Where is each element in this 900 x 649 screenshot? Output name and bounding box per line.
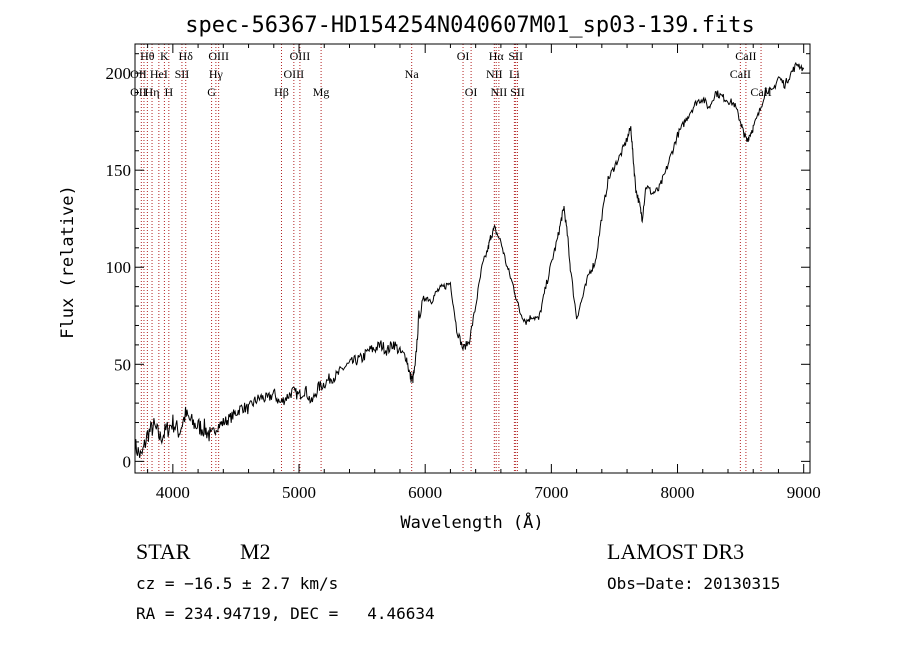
spectral-line-label: OIII: [290, 49, 311, 63]
spectral-line-label: G: [207, 85, 216, 99]
spectral-line-label: OI: [457, 49, 470, 63]
x-axis-label: Wavelength (Å): [400, 511, 543, 533]
spectral-line-label: OIII: [208, 49, 229, 63]
x-tick-label: 9000: [787, 483, 821, 502]
spectral-line-label: Li: [509, 67, 520, 81]
y-axis-ticks: 0 50 100 150 200: [106, 53, 810, 471]
x-tick-label: 6000: [408, 483, 442, 502]
spectrum-line: [134, 61, 805, 458]
coordinates: RA = 234.94719, DEC = 4.46634: [136, 604, 435, 623]
spectral-line-label: H: [164, 85, 173, 99]
x-tick-label: 5000: [282, 483, 316, 502]
spectral-line-label: Hγ: [209, 67, 224, 81]
y-tick-label: 150: [106, 161, 132, 180]
y-tick-label: 100: [106, 258, 132, 277]
spectral-line-label: SII: [510, 85, 525, 99]
spectral-line-label: K: [160, 49, 169, 63]
spectral-line-label: NII: [491, 85, 508, 99]
x-tick-label: 7000: [534, 483, 568, 502]
plot-frame: [134, 43, 811, 474]
object-class: STAR: [136, 539, 191, 564]
y-tick-label: 0: [123, 452, 132, 471]
spectral-line-label: OII: [130, 85, 147, 99]
chart-title: spec-56367-HD154254N040607M01_sp03-139.f…: [185, 13, 755, 38]
spectral-line-label: Hη: [145, 85, 160, 99]
spectral-line-label: NII: [486, 67, 503, 81]
spectral-line-label: OII: [130, 67, 147, 81]
spectral-line-label: CaII: [730, 67, 751, 81]
spectral-line-label: SII: [508, 49, 523, 63]
x-tick-label: 8000: [661, 483, 695, 502]
spectral-line-label: OI: [465, 85, 478, 99]
spectral-line-label: Hθ: [140, 49, 155, 63]
spectral-line-label: HeI: [150, 67, 168, 81]
spectral-line-markers: [140, 44, 762, 473]
x-tick-label: 4000: [156, 483, 190, 502]
redshift-cz: cz = −16.5 ± 2.7 km/s: [136, 574, 339, 593]
spectral-line-label: Na: [405, 67, 420, 81]
spectral-line-label: OIII: [284, 67, 305, 81]
spectral-line-label: Hδ: [179, 49, 194, 63]
survey-name: LAMOST DR3: [607, 539, 745, 564]
y-tick-label: 50: [114, 355, 131, 374]
y-axis-label: Flux (relative): [58, 185, 78, 339]
spectral-line-label: CaII: [735, 49, 756, 63]
x-axis-ticks: 4000 5000 6000 7000 8000 9000: [147, 44, 821, 502]
y-tick-label: 200: [106, 64, 132, 83]
spectral-line-label: Hα: [489, 49, 505, 63]
spectral-line-label: SII: [175, 67, 190, 81]
spectral-line-label: Mg: [313, 85, 330, 99]
object-subclass: M2: [240, 539, 271, 564]
spectrum-chart: spec-56367-HD154254N040607M01_sp03-139.f…: [58, 13, 821, 533]
observation-date: Obs−Date: 20130315: [607, 574, 781, 593]
spectral-line-label: Hβ: [274, 85, 289, 99]
